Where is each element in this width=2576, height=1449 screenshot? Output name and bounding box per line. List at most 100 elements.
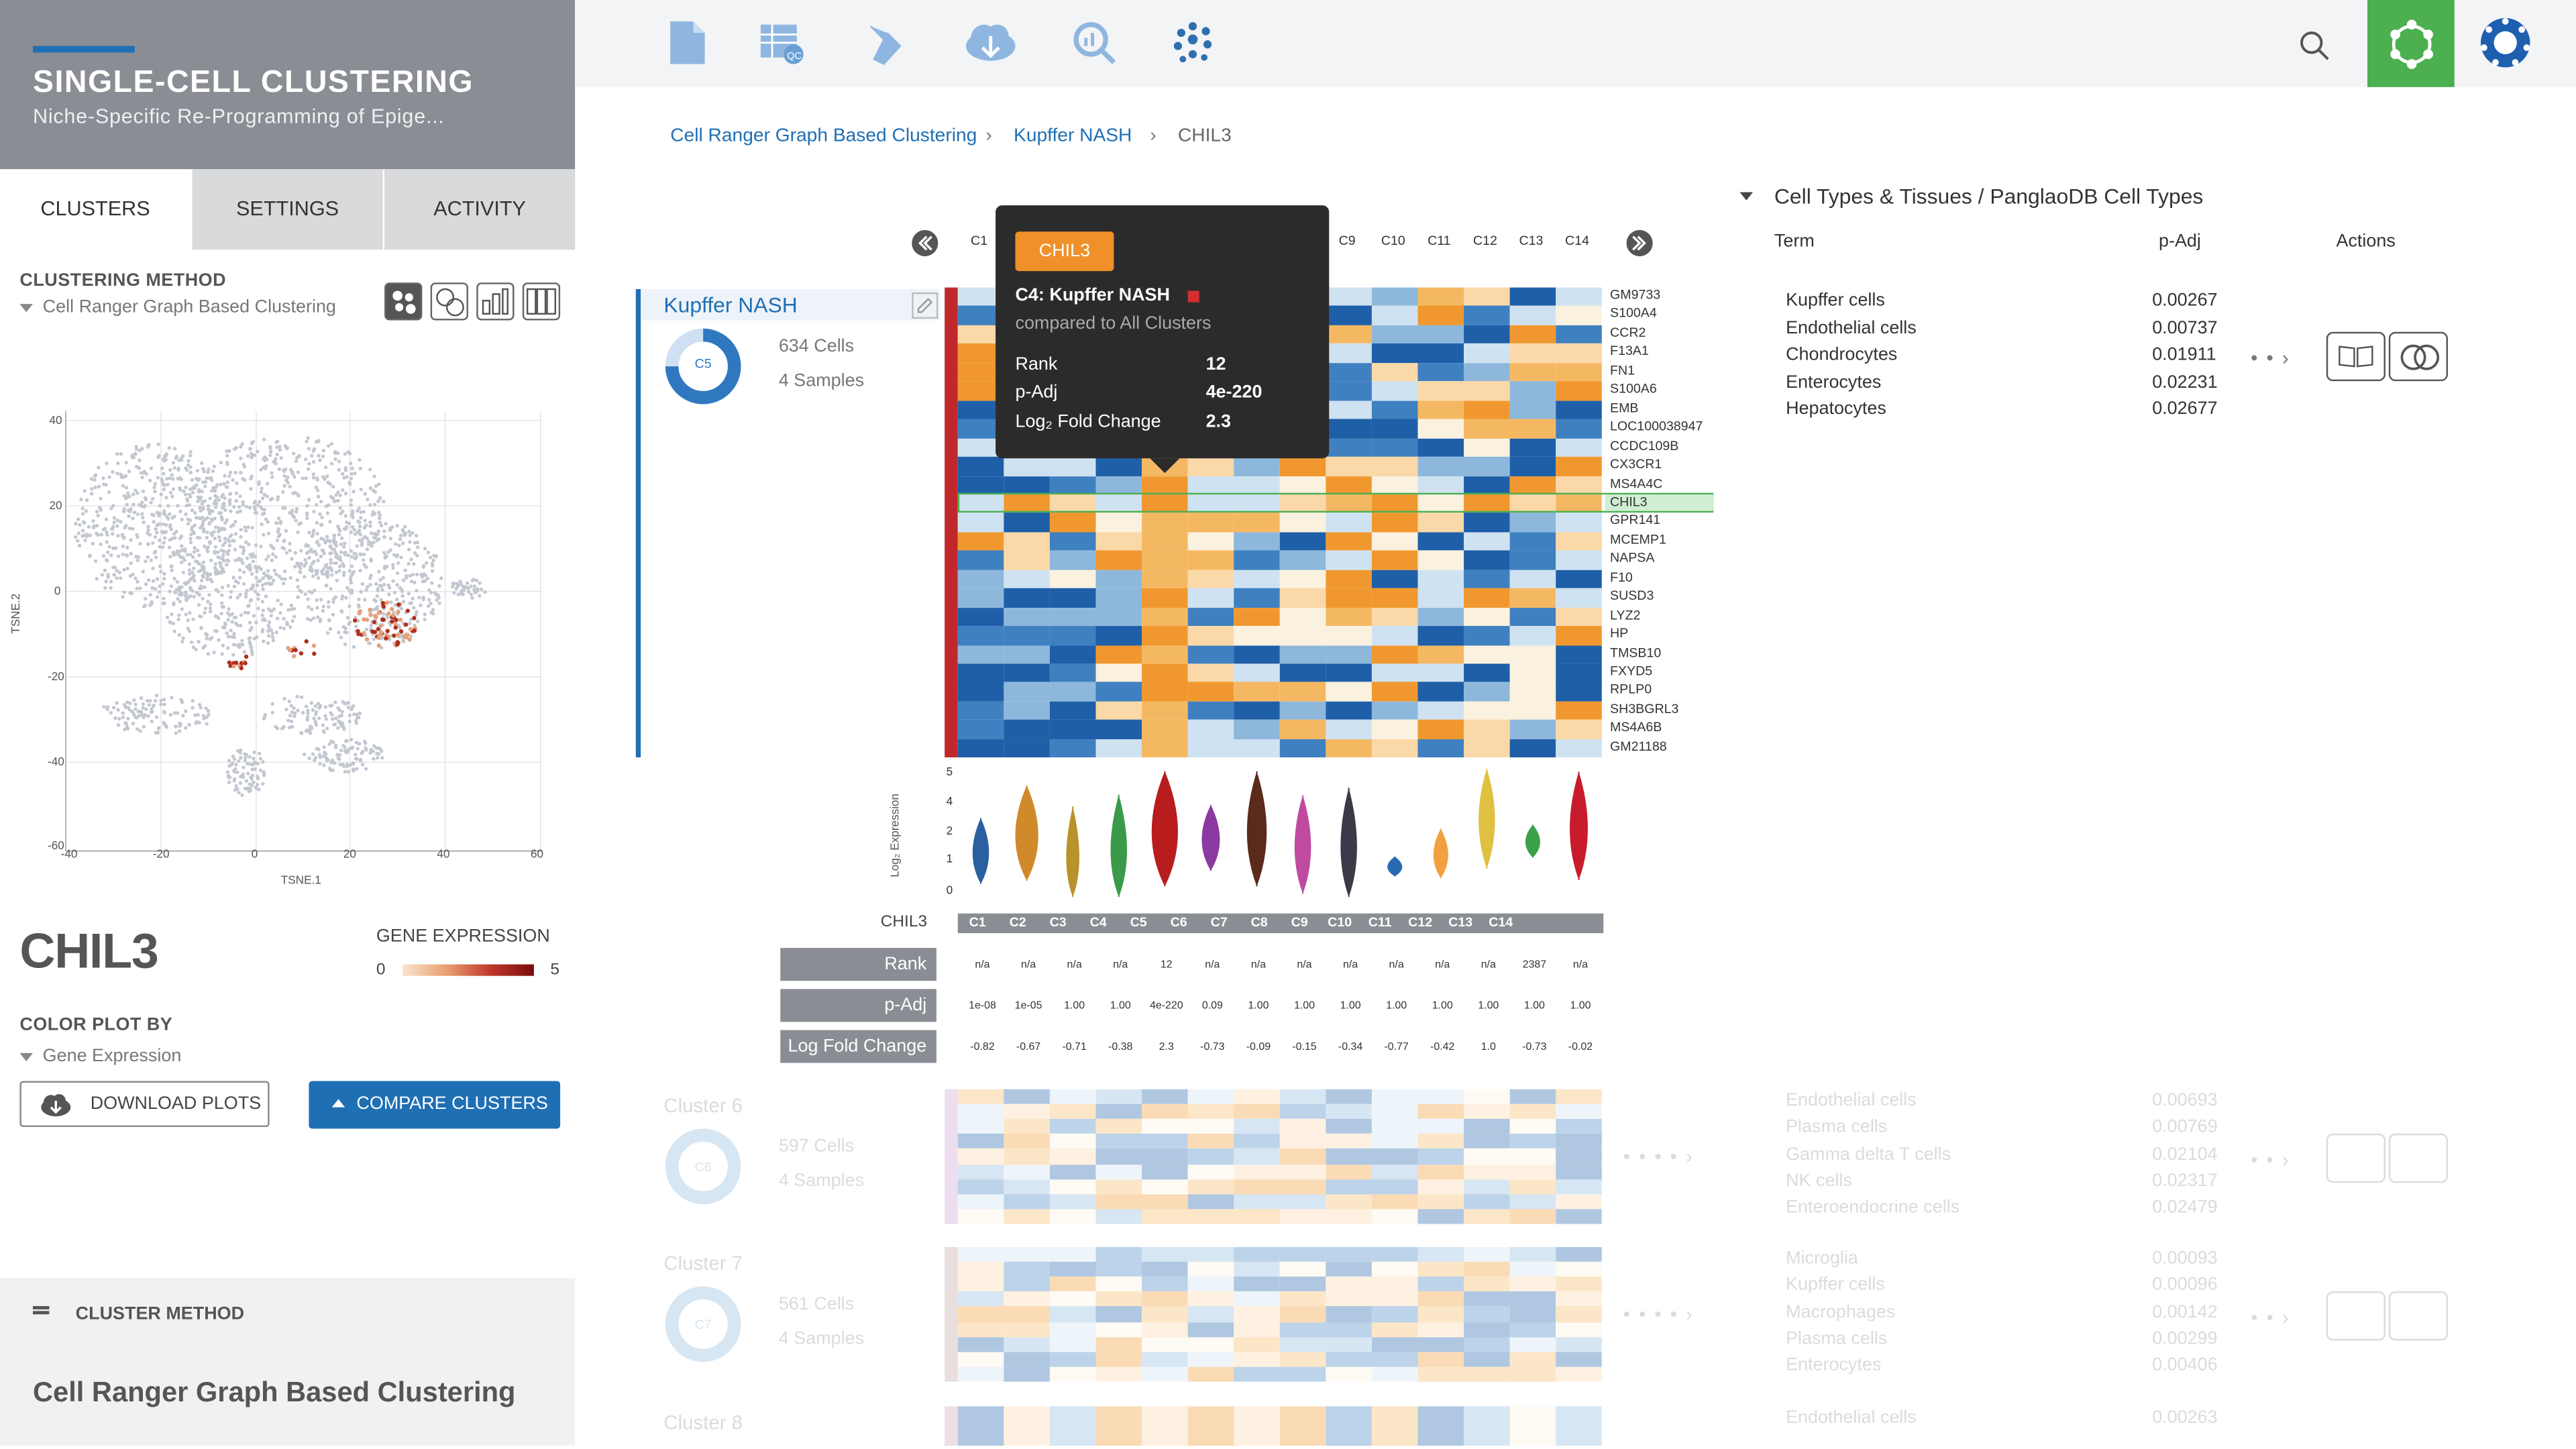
heatmap-cell[interactable] xyxy=(1095,645,1142,664)
heatmap-cell[interactable] xyxy=(1556,1164,1602,1179)
heatmap-cell[interactable] xyxy=(1371,1208,1418,1224)
heatmap-cell[interactable] xyxy=(957,1277,1004,1292)
heatmap-cell[interactable] xyxy=(1187,720,1234,739)
heatmap-cell[interactable] xyxy=(1004,1089,1050,1105)
heatmap-cell[interactable] xyxy=(1326,343,1372,363)
heatmap-cell[interactable] xyxy=(1371,663,1418,683)
heatmap-cell[interactable] xyxy=(1142,475,1188,495)
heatmap-cell[interactable] xyxy=(1095,1193,1142,1210)
cell-type-term[interactable]: Enteroendocrine cells xyxy=(1786,1197,1960,1218)
heatmap-cell[interactable] xyxy=(1004,1119,1050,1134)
heatmap-cell[interactable] xyxy=(1417,701,1464,720)
heatmap-cell[interactable] xyxy=(1049,1406,1096,1446)
heatmap-cell[interactable] xyxy=(1326,1406,1372,1446)
heatmap-cell[interactable] xyxy=(1371,1134,1418,1150)
heatmap-cell[interactable] xyxy=(1417,1366,1464,1382)
heatmap-cell[interactable] xyxy=(1142,1366,1188,1382)
search-icon[interactable] xyxy=(2298,30,2331,62)
tab-activity[interactable]: ACTIVITY xyxy=(384,169,576,250)
heatmap-cell[interactable] xyxy=(1142,570,1188,589)
heatmap-cell[interactable] xyxy=(1509,1406,1556,1446)
heatmap-cell[interactable] xyxy=(1464,1262,1510,1277)
heatmap-cell[interactable] xyxy=(1371,513,1418,533)
heatmap-cell[interactable] xyxy=(1464,739,1510,758)
compare-venn-button[interactable] xyxy=(2388,331,2449,382)
heatmap-cell[interactable] xyxy=(1509,1089,1556,1105)
heatmap-cell[interactable] xyxy=(1187,1104,1234,1120)
heatmap-cell[interactable] xyxy=(1049,1179,1096,1194)
cell-type-term[interactable]: Chondrocytes xyxy=(1786,345,1898,365)
heatmap-cell[interactable] xyxy=(1279,588,1326,608)
heatmap-cell[interactable] xyxy=(1417,739,1464,758)
heatmap-cell[interactable] xyxy=(1095,532,1142,551)
book-button[interactable] xyxy=(2326,1133,2385,1183)
heatmap-cell[interactable] xyxy=(1417,1351,1464,1367)
heatmap-cell[interactable] xyxy=(1556,701,1602,720)
heatmap-cell[interactable] xyxy=(1095,494,1142,514)
gene-label[interactable]: EMB xyxy=(1610,400,1639,415)
heatmap-cell[interactable] xyxy=(1556,1104,1602,1120)
heatmap-cell[interactable] xyxy=(1279,1277,1326,1292)
heatmap-cell[interactable] xyxy=(1556,682,1602,702)
heatmap-cell[interactable] xyxy=(1417,1277,1464,1292)
heatmap-cell[interactable] xyxy=(1371,1366,1418,1382)
heatmap-cell[interactable] xyxy=(1326,626,1372,645)
heatmap-cell[interactable] xyxy=(1464,362,1510,382)
heatmap-cell[interactable] xyxy=(1371,306,1418,325)
heatmap-cell[interactable] xyxy=(1004,1291,1050,1307)
heatmap-cell[interactable] xyxy=(1049,1193,1096,1210)
cell-type-term[interactable]: Endothelial cells xyxy=(1786,1091,1917,1111)
heatmap-cell[interactable] xyxy=(1279,1291,1326,1307)
heatmap-cell[interactable] xyxy=(957,1089,1004,1105)
heatmap-cell[interactable] xyxy=(1142,1104,1188,1120)
heatmap-cell[interactable] xyxy=(1279,1306,1326,1322)
cluster-name[interactable]: Kupffer NASH xyxy=(663,292,798,317)
bar-view-button[interactable] xyxy=(476,282,515,321)
heatmap-cell[interactable] xyxy=(1509,306,1556,325)
heatmap-cell[interactable] xyxy=(1326,1148,1372,1165)
heatmap-cell[interactable] xyxy=(1417,1164,1464,1179)
heatmap-cell[interactable] xyxy=(1509,1208,1556,1224)
heatmap-cell[interactable] xyxy=(1371,1351,1418,1367)
heatmap-cell[interactable] xyxy=(1004,551,1050,570)
heatmap-cell[interactable] xyxy=(1417,343,1464,363)
heatmap-cell[interactable] xyxy=(1326,1119,1372,1134)
heatmap-cell[interactable] xyxy=(1464,1119,1510,1134)
heatmap-cell[interactable] xyxy=(1004,1179,1050,1194)
heatmap-cell[interactable] xyxy=(1234,1164,1280,1179)
heatmap-cell[interactable] xyxy=(1326,663,1372,683)
heatmap-cell[interactable] xyxy=(1371,1089,1418,1105)
heatmap-cell[interactable] xyxy=(1371,588,1418,608)
heatmap-cell[interactable] xyxy=(1095,1291,1142,1307)
heatmap-cell[interactable] xyxy=(1187,1291,1234,1307)
heatmap-cell[interactable] xyxy=(1326,1336,1372,1352)
heatmap-cell[interactable] xyxy=(1004,1406,1050,1446)
heatmap-cell[interactable] xyxy=(1509,1164,1556,1179)
heatmap-cell[interactable] xyxy=(1464,419,1510,439)
heatmap-cell[interactable] xyxy=(1049,570,1096,589)
cell-type-term[interactable]: Enterocytes xyxy=(1786,1355,1882,1376)
book-button[interactable] xyxy=(2326,1291,2385,1341)
heatmap-cell[interactable] xyxy=(1234,720,1280,739)
heatmap-cell[interactable] xyxy=(957,1336,1004,1352)
gene-label[interactable]: NAPSA xyxy=(1610,551,1655,566)
heatmap-cell[interactable] xyxy=(1464,494,1510,514)
heatmap-cell[interactable] xyxy=(1049,513,1096,533)
heatmap-cell[interactable] xyxy=(1371,682,1418,702)
heatmap-cell[interactable] xyxy=(1234,1208,1280,1224)
heatmap-cell[interactable] xyxy=(1279,1193,1326,1210)
heatmap-cell[interactable] xyxy=(1142,532,1188,551)
heatmap-cell[interactable] xyxy=(1556,1179,1602,1194)
edit-icon[interactable] xyxy=(912,292,938,319)
heatmap-cell[interactable] xyxy=(957,494,1004,514)
heatmap-cell[interactable] xyxy=(1509,701,1556,720)
gene-label[interactable]: MCEMP1 xyxy=(1610,532,1666,547)
heatmap-cell[interactable] xyxy=(957,570,1004,589)
heatmap-cell[interactable] xyxy=(1556,1193,1602,1210)
heatmap-cell[interactable] xyxy=(1326,1351,1372,1367)
heatmap-cell[interactable] xyxy=(1417,494,1464,514)
heatmap-cell[interactable] xyxy=(1417,682,1464,702)
heatmap-cell[interactable] xyxy=(1142,1134,1188,1150)
heatmap-cell[interactable] xyxy=(957,1119,1004,1134)
gene-label[interactable]: S100A4 xyxy=(1610,306,1657,321)
